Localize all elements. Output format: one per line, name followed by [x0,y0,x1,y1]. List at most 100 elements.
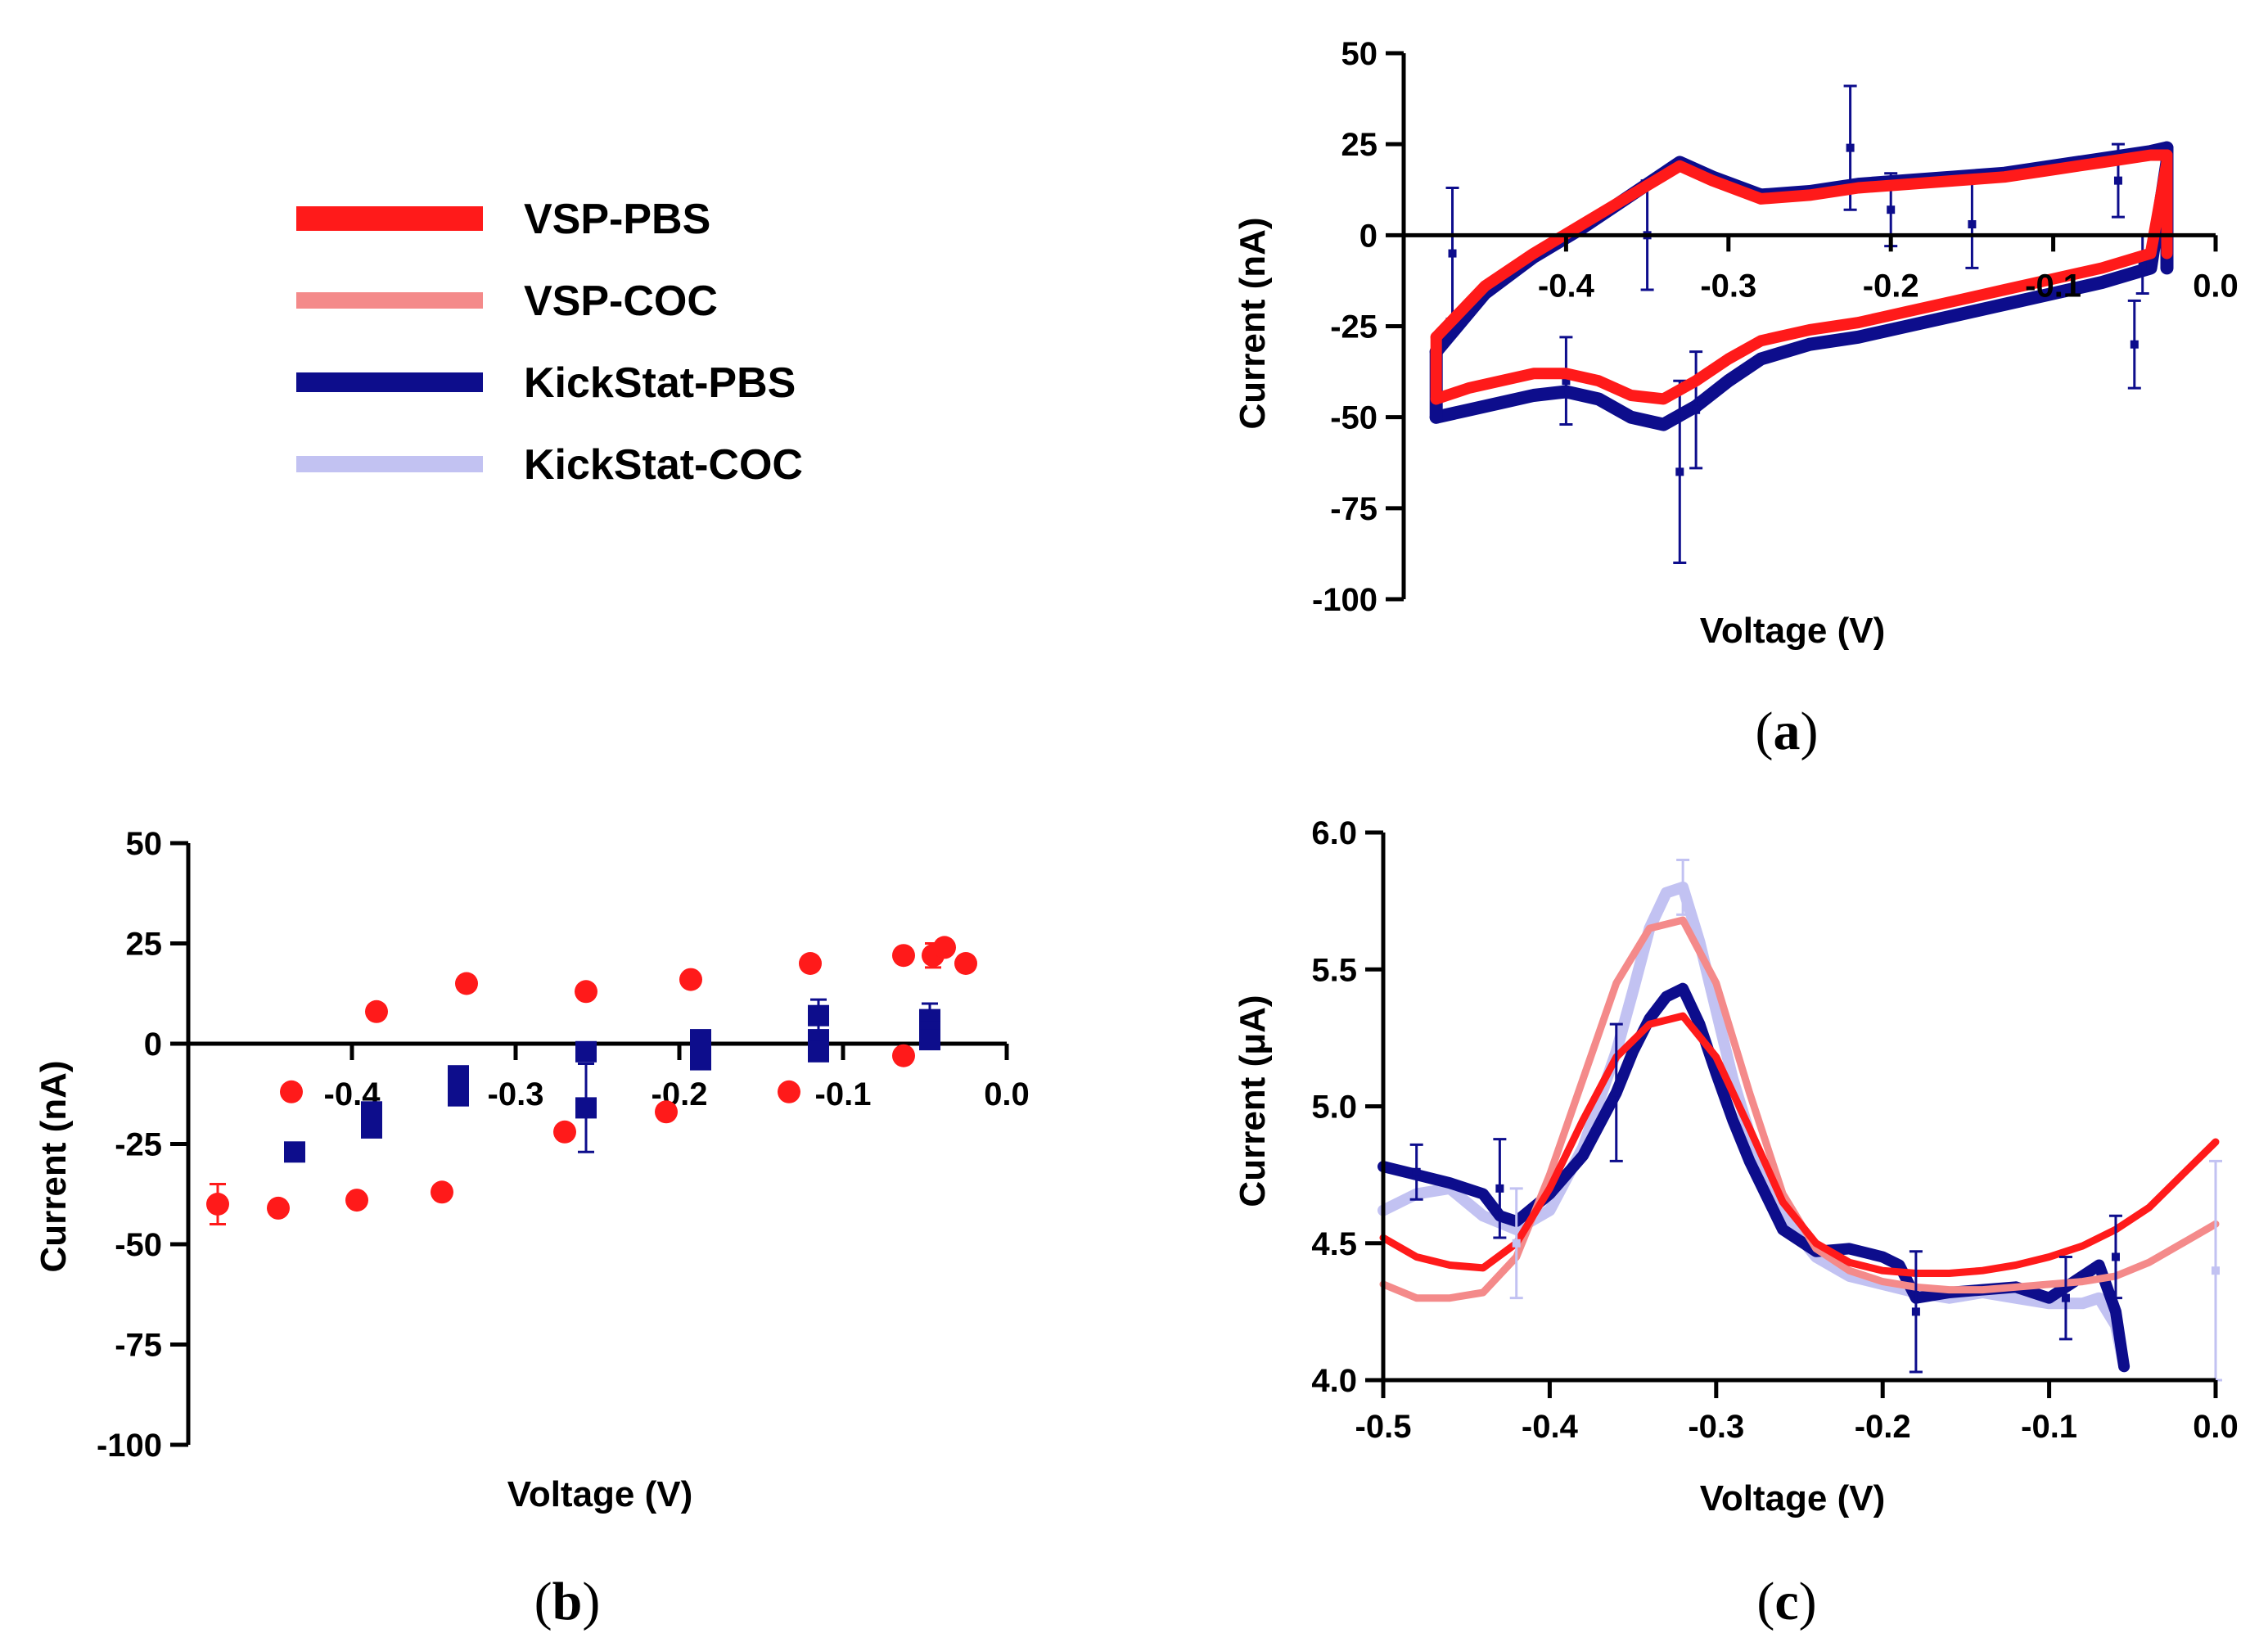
chart-a-line-upper-vsp-pbs [1430,149,2173,343]
chart-b-y-tick-label: -75 [115,1328,162,1364]
chart-a-point [1675,467,1684,476]
chart-c-x-tick-label: -0.3 [1688,1409,1744,1445]
chart-b-point-vsp-pbs [892,1044,915,1067]
chart-a-point [2130,340,2139,349]
chart-b-series-kickstat-pbs [284,998,940,1163]
chart-a-point [1562,377,1571,386]
chart-a-point [1887,205,1896,214]
chart-c-line-vsp-pbs [1379,1012,2220,1277]
chart-a-series-kickstat-pbs [1429,84,2174,565]
chart-b-point-vsp-pbs [431,1180,453,1204]
chart-b-point-kickstat-pbs [808,1040,829,1063]
chart-a-xlabel: Voltage (V) [1700,611,1886,651]
chart-b-y-tick-label: 50 [126,826,163,862]
chart-a-y-tick-label: -100 [1312,582,1377,618]
chart-c-line-kickstat-pbs [1377,982,2130,1373]
chart-b-y-tick-label: -100 [97,1428,162,1464]
chart-a-x-tick-label: -0.2 [1863,268,1919,304]
chart-c: 6.0 5.5 5.0 4.5 4.0 -0.5 -0.4 -0.3 -0.2 -0.1 0.0 C… [1233,815,2239,1631]
chart-a-x-tick-label: -0.1 [2025,268,2081,304]
chart-a-point [1846,143,1855,152]
chart-a-plot: 50 25 0 -25 -50 -75 -100 -0.4 -0.3 -0.2 -0.1 0.0 [1312,36,2239,618]
legend-label-vsp-coc: VSP-COC [524,278,718,325]
chart-b-ylabel: Current (nA) [34,1060,74,1272]
chart-b-point-vsp-pbs [553,1120,576,1144]
chart-c-point-kickstat-pbs [1495,1184,1504,1193]
chart-c-y-tick-label: 4.5 [1311,1226,1357,1262]
chart-c-point-kickstat-coc [1679,882,1688,891]
chart-a-point [1968,219,1977,228]
chart-a-line-lower-kickstat-pbs [1429,156,2174,431]
chart-b-point-vsp-pbs [892,944,915,968]
chart-a-point [1692,405,1701,414]
chart-b-point-kickstat-pbs [448,1065,469,1087]
panel-label-b: (b) [534,1572,601,1631]
chart-c-x-tick-label: -0.1 [2021,1409,2077,1445]
chart-b-point-kickstat-pbs [361,1117,382,1139]
chart-b-point-vsp-pbs [455,972,478,995]
chart-b-point-kickstat-pbs [575,1097,597,1119]
panel-label-a: (a) [1756,702,1819,761]
chart-a-y-tick-label: -50 [1330,400,1377,436]
chart-b-point-kickstat-pbs [575,1040,597,1063]
chart-a-x-tick-label: 0.0 [2193,268,2239,304]
chart-b-point-kickstat-pbs [919,1029,940,1051]
chart-a: 50 25 0 -25 -50 -75 -100 -0.4 -0.3 -0.2 -0.1 0.0 Cu… [1233,36,2239,761]
chart-b-y-tick-label: 25 [126,927,163,963]
chart-c-y-tick-label: 4.0 [1311,1363,1357,1399]
chart-b-point-kickstat-pbs [690,1049,711,1071]
legend-label-kickstat-coc: KickStat-COC [524,441,803,489]
chart-c-line-kickstat-coc [1377,881,2130,1373]
chart-b-point-vsp-pbs [778,1080,800,1103]
chart-c-point-kickstat-coc [1512,1239,1521,1248]
chart-b-point-vsp-pbs [655,1100,678,1124]
chart-c-point-kickstat-coc [2212,1266,2220,1275]
legend-label-kickstat-pbs: KickStat-PBS [524,359,796,407]
chart-a-point [1448,249,1457,258]
chart-b-y-tick-label: -25 [115,1127,162,1163]
chart-b-xlabel: Voltage (V) [507,1474,693,1514]
chart-b-point-vsp-pbs [933,936,956,959]
chart-a-y-tick-label: -25 [1330,309,1377,345]
chart-c-y-tick-label: 5.0 [1311,1090,1357,1126]
chart-c-point-kickstat-pbs [1612,1088,1621,1097]
chart-b-point-vsp-pbs [345,1189,368,1212]
chart-b-series-vsp-pbs [206,936,977,1225]
chart-b-point-vsp-pbs [280,1080,303,1103]
chart-b-point-kickstat-pbs [808,1004,829,1027]
chart-b-x-tick-label: -0.1 [815,1076,872,1112]
chart-b-y-tick-label: 0 [144,1027,162,1063]
chart-c-x-tick-label: -0.4 [1522,1409,1579,1445]
chart-c-point-kickstat-pbs [1911,1307,1920,1316]
chart-a-x-tick-label: -0.4 [1538,268,1595,304]
chart-a-ylabel: Current (nA) [1233,217,1273,429]
chart-a-point [2138,259,2147,268]
chart-b-point-vsp-pbs [206,1193,229,1216]
chart-b-point-vsp-pbs [267,1196,290,1220]
chart-b-point-kickstat-pbs [284,1141,305,1163]
legend: VSP-PBS VSP-COC KickStat-PBS KickStat-CO… [296,196,803,489]
chart-a-point [2113,176,2122,185]
chart-c-x-tick-label: -0.2 [1855,1409,1911,1445]
panel-label-c: (c) [1756,1572,1816,1631]
chart-b-point-vsp-pbs [679,968,702,991]
chart-c-point-kickstat-pbs [1412,1167,1421,1176]
chart-b-y-tick-label: -50 [115,1227,162,1263]
chart-c-point-kickstat-pbs [2111,1252,2120,1261]
chart-a-x-tick-label: -0.3 [1700,268,1756,304]
chart-c-ylabel: Current (μA) [1233,995,1273,1207]
chart-a-y-tick-label: 25 [1341,127,1378,163]
chart-a-y-tick-label: 50 [1341,36,1378,72]
legend-label-vsp-pbs: VSP-PBS [524,196,710,243]
chart-b-x-tick-label: 0.0 [984,1076,1030,1112]
chart-b-point-kickstat-pbs [448,1085,469,1107]
chart-c-y-tick-label: 6.0 [1311,815,1357,851]
chart-c-xlabel: Voltage (V) [1700,1478,1886,1518]
chart-b-point-vsp-pbs [799,952,822,975]
chart-a-line-lower-vsp-pbs [1430,156,2173,405]
chart-a-y-tick-label: 0 [1359,218,1377,254]
chart-a-y-tick-label: -75 [1330,491,1377,527]
